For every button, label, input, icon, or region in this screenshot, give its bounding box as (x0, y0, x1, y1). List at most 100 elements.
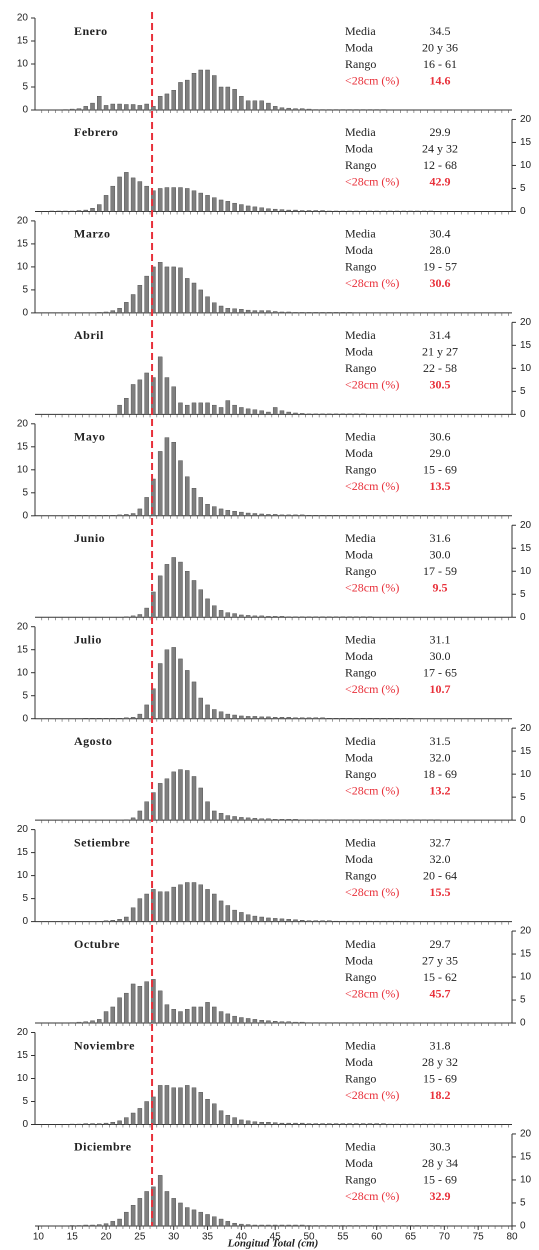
bar (232, 89, 237, 111)
bar (164, 649, 170, 719)
bar (272, 717, 278, 719)
stat-value: 30.0 (430, 649, 451, 663)
bar (232, 1015, 237, 1024)
y-tick-label: 20 (520, 926, 532, 937)
bar (76, 108, 82, 111)
bar (245, 716, 251, 719)
bar (300, 1021, 305, 1024)
bar (293, 412, 298, 415)
stat-value: 15 - 69 (423, 1071, 457, 1085)
stat-value: 15 - 69 (423, 1173, 457, 1187)
bar (239, 309, 244, 314)
bar (137, 898, 143, 922)
bar (205, 704, 210, 719)
bar (259, 1224, 264, 1227)
bar (239, 511, 244, 516)
stat-label: Media (345, 125, 376, 139)
stat-label: <28cm (%) (345, 783, 399, 797)
stat-value: 30.0 (430, 548, 451, 562)
y-tick-label: 5 (520, 183, 526, 194)
y-tick-label: 20 (17, 216, 29, 227)
bar (279, 514, 285, 517)
bar (157, 188, 163, 212)
bar (266, 514, 271, 516)
bar (124, 1117, 129, 1125)
panel-title: Diciembre (74, 1140, 132, 1154)
stat-value: 32.9 (430, 1189, 451, 1203)
stat-value: 15 - 69 (423, 463, 457, 477)
stat-label: Moda (345, 446, 374, 460)
bar (164, 564, 170, 618)
bar (286, 107, 291, 111)
stat-value: 30.5 (430, 378, 451, 392)
y-tick-label: 5 (22, 82, 28, 93)
bar (300, 1224, 305, 1227)
y-tick-label: 20 (17, 824, 29, 835)
bar (218, 813, 224, 821)
bar (286, 819, 291, 821)
x-tick-label: 70 (439, 1232, 451, 1243)
bar (198, 1211, 203, 1227)
bar (157, 262, 163, 314)
stat-value: 16 - 61 (423, 57, 457, 71)
bar (103, 920, 109, 922)
bar (279, 918, 285, 922)
bar (157, 95, 163, 111)
bar (198, 1006, 203, 1024)
bar (157, 575, 163, 618)
bar (239, 1223, 244, 1227)
stat-label: <28cm (%) (345, 276, 399, 290)
bar (279, 819, 285, 821)
bar (130, 1205, 136, 1227)
bar (144, 185, 149, 212)
y-tick-label: 5 (22, 285, 28, 296)
bar (117, 997, 122, 1024)
bar (212, 75, 217, 111)
y-tick-label: 10 (520, 160, 532, 171)
y-tick-label: 10 (17, 262, 29, 273)
panel-title: Julio (74, 632, 102, 646)
stat-label: Rango (345, 361, 376, 375)
panel-title: Octubre (74, 937, 120, 951)
bar (232, 613, 237, 618)
stat-label: Media (345, 227, 376, 241)
y-tick-label: 5 (520, 1198, 526, 1209)
stat-label: <28cm (%) (345, 1189, 399, 1203)
bar (225, 1221, 231, 1227)
stat-value: 19 - 57 (423, 260, 457, 274)
bar (117, 919, 122, 922)
bar (205, 1098, 210, 1125)
y-tick-label: 10 (17, 870, 29, 881)
y-tick-label: 0 (22, 1119, 28, 1130)
stat-value: 29.0 (430, 446, 451, 460)
x-tick-label: 65 (405, 1232, 417, 1243)
bar (198, 589, 203, 618)
x-tick-label: 55 (337, 1232, 349, 1243)
bar (83, 106, 88, 111)
bar (103, 105, 109, 111)
bar (198, 787, 203, 821)
y-tick-label: 10 (17, 59, 29, 70)
x-tick-label: 35 (202, 1232, 214, 1243)
bar (117, 176, 122, 212)
bar (212, 404, 217, 415)
stat-label: Rango (345, 665, 376, 679)
bar (171, 386, 176, 415)
bar (245, 205, 251, 212)
bar (171, 1009, 176, 1024)
bar (293, 819, 298, 821)
bar (293, 919, 298, 922)
bar (212, 197, 217, 212)
bar (252, 513, 258, 516)
y-tick-label: 10 (520, 363, 532, 374)
bar (245, 615, 251, 618)
bar (103, 1011, 109, 1024)
bar (286, 1122, 291, 1125)
bar (252, 818, 258, 821)
stat-label: Rango (345, 260, 376, 274)
bar (279, 1224, 285, 1227)
bar (293, 1021, 298, 1024)
bar (218, 900, 224, 922)
bar (300, 717, 305, 719)
bar (171, 557, 176, 618)
